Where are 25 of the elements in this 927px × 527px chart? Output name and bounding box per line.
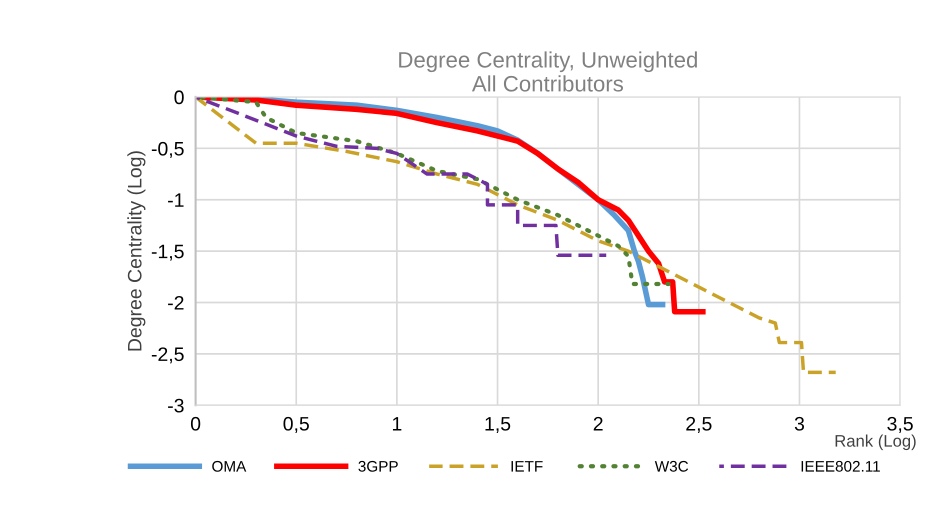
y-tick-label: -2	[168, 296, 184, 310]
y-axis-title: Degree Centrality (Log)	[127, 151, 146, 351]
y-tick-label: -1,5	[152, 244, 184, 261]
x-axis-title: Rank (Log)	[836, 434, 916, 450]
x-tick-label: 2,5	[686, 416, 712, 433]
y-tick-label: -3	[168, 398, 184, 412]
line-series	[196, 96, 838, 374]
legend-label: IEEE802.11	[802, 460, 880, 472]
y-tick-label: -0,5	[152, 142, 184, 158]
x-tick-label: 0,5	[283, 416, 309, 433]
x-tick-label: 2	[594, 416, 603, 430]
x-tick-label: 1,5	[486, 417, 510, 433]
legend-label: IETF	[512, 461, 543, 472]
y-tick-label: -2,5	[152, 347, 184, 364]
y-tick-label: 0	[174, 90, 184, 104]
x-tick-label: 3	[794, 416, 804, 431]
y-tick-label: -1	[168, 193, 184, 207]
x-tick-label: 0	[190, 416, 200, 431]
line-series	[196, 96, 608, 257]
chart-title: Degree Centrality, Unweighted All Contributors	[399, 51, 697, 92]
x-tick-label: 1	[392, 417, 402, 430]
legend-label: 3GPP	[358, 460, 398, 472]
x-tick-label: 3,5	[887, 416, 913, 433]
legend-label: OMA	[212, 460, 246, 472]
legend-label: W3C	[654, 460, 688, 472]
